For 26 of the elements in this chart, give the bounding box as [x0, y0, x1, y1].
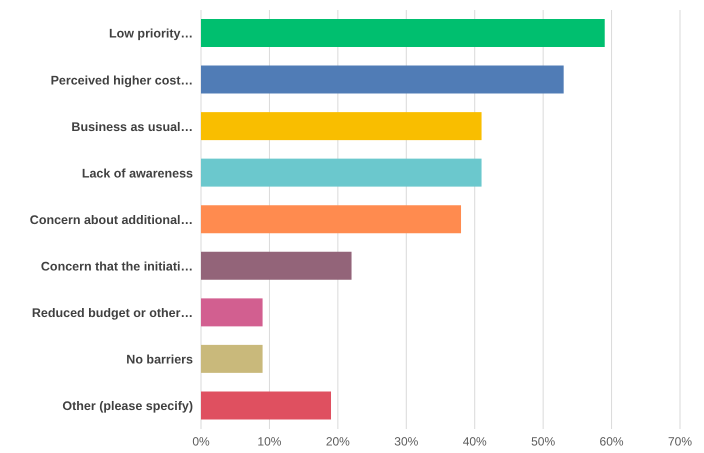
y-tick-label: Lack of awareness — [82, 166, 194, 180]
y-tick-label: Low priority… — [108, 26, 193, 41]
y-tick-label: Other (please specify) — [62, 399, 193, 414]
y-tick-label: Concern that the initiati… — [40, 259, 193, 274]
x-tick-label: 50% — [531, 434, 556, 449]
bar — [201, 66, 564, 94]
y-tick-label: No barriers — [126, 352, 194, 367]
bar — [201, 252, 352, 280]
bar — [201, 205, 462, 234]
y-tick-label: Perceived higher cost… — [50, 73, 193, 88]
x-tick-label: 60% — [600, 434, 624, 449]
bar — [201, 112, 482, 140]
x-tick-label: 70% — [668, 434, 692, 449]
bar — [201, 19, 605, 47]
bar — [201, 391, 332, 420]
x-tick-label: 10% — [257, 434, 282, 449]
y-tick-label: Reduced budget or other… — [32, 306, 193, 320]
x-tick-label: 40% — [462, 434, 488, 449]
y-tick-label: Business as usual… — [71, 120, 193, 134]
x-tick-label: 20% — [326, 434, 350, 449]
y-tick-label: Concern about additional… — [30, 212, 193, 227]
x-tick-label: 0% — [192, 434, 210, 449]
x-tick-label: 30% — [394, 434, 419, 449]
bar — [201, 158, 482, 187]
bar — [201, 298, 263, 326]
bar — [201, 344, 263, 373]
